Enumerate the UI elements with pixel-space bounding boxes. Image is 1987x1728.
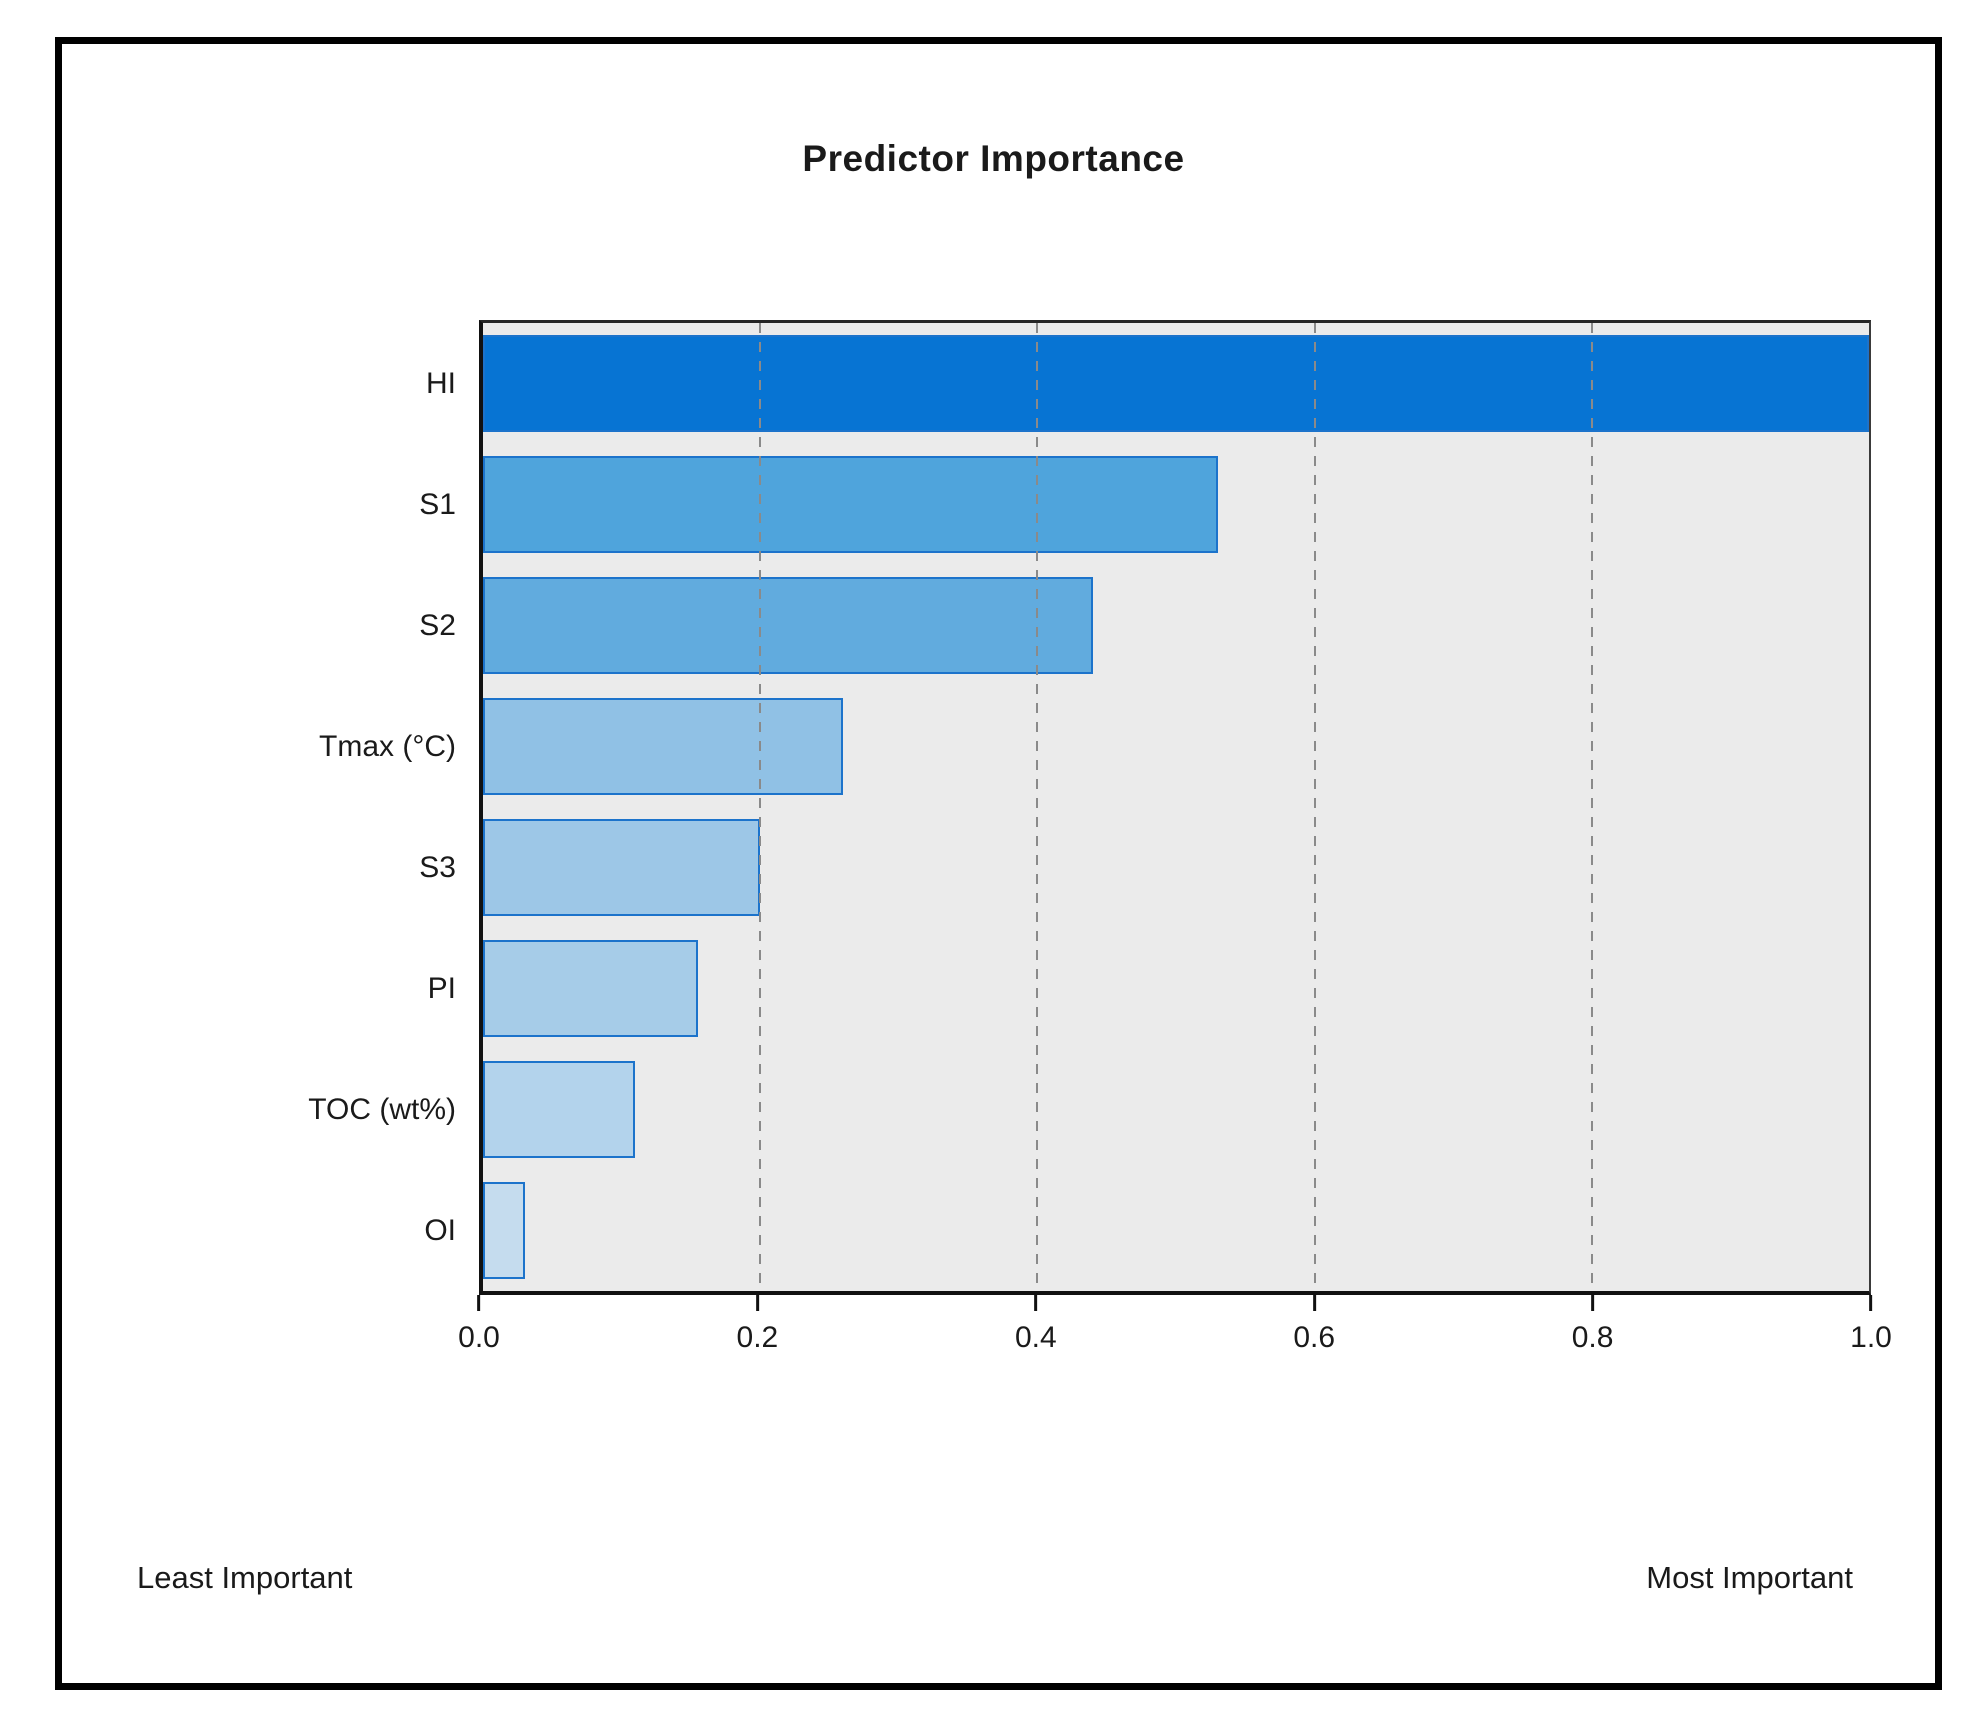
gridline [1590,323,1593,1291]
x-tick-label: 0.0 [458,1321,500,1354]
category-label: S3 [419,850,456,884]
category-label: HI [426,366,456,400]
category-label: PI [427,971,456,1005]
importance-bar-s3 [483,819,761,916]
x-tick-mark [755,1295,759,1311]
x-tick: 0.0 [458,1295,500,1355]
importance-bar-oi [483,1182,525,1279]
importance-bar-pi [483,940,698,1037]
x-tick-mark [1869,1295,1873,1311]
x-tick: 0.6 [1293,1295,1335,1355]
importance-bar-tocwt [483,1061,636,1158]
x-tick: 0.4 [1015,1295,1057,1355]
x-tick-label: 0.8 [1571,1321,1614,1354]
x-tick-label: 0.4 [1014,1321,1057,1354]
gridline [1313,323,1316,1291]
x-tick-mark [477,1295,481,1311]
importance-bar-tmaxc [483,698,844,795]
gridline [1036,323,1039,1291]
bar-row [483,686,1869,807]
chart-title: Predictor Importance [802,138,1185,179]
category-label: S2 [419,608,456,642]
x-tick: 0.2 [736,1295,779,1355]
bar-row [483,1049,1869,1170]
x-tick-label: 1.0 [1850,1321,1892,1354]
plot-area [479,320,1871,1295]
x-tick-mark [1034,1295,1038,1311]
bar-row [483,807,1869,928]
importance-bar-s1 [483,456,1218,553]
bar-row [483,444,1869,565]
x-tick: 0.8 [1571,1295,1614,1355]
category-label: S1 [419,487,456,521]
bar-rows [483,323,1869,1291]
bar-row [483,565,1869,686]
x-tick-label: 0.6 [1293,1321,1336,1354]
category-label: Tmax (°C) [319,729,456,763]
importance-bar-hi [483,335,1869,432]
most-important-caption: Most Important [1646,1560,1853,1595]
x-axis: 0.0 0.2 0.4 0.6 0.8 1.0 [458,1295,1892,1375]
gridline [759,323,762,1291]
bar-row [483,928,1869,1049]
category-label: TOC (wt%) [308,1092,456,1126]
x-tick-label: 0.2 [736,1321,779,1354]
x-tick: 1.0 [1850,1295,1892,1355]
category-label: OI [424,1213,456,1247]
y-axis-category-labels: HI S1 S2 Tmax (°C) S3 PI TOC (wt%) OI [0,323,456,1291]
least-important-caption: Least Important [137,1560,353,1595]
importance-bar-s2 [483,577,1093,674]
x-tick-mark [1591,1295,1595,1311]
bar-row [483,323,1869,444]
bar-row [483,1170,1869,1291]
x-tick-mark [1312,1295,1316,1311]
plot-inner [483,323,1869,1291]
